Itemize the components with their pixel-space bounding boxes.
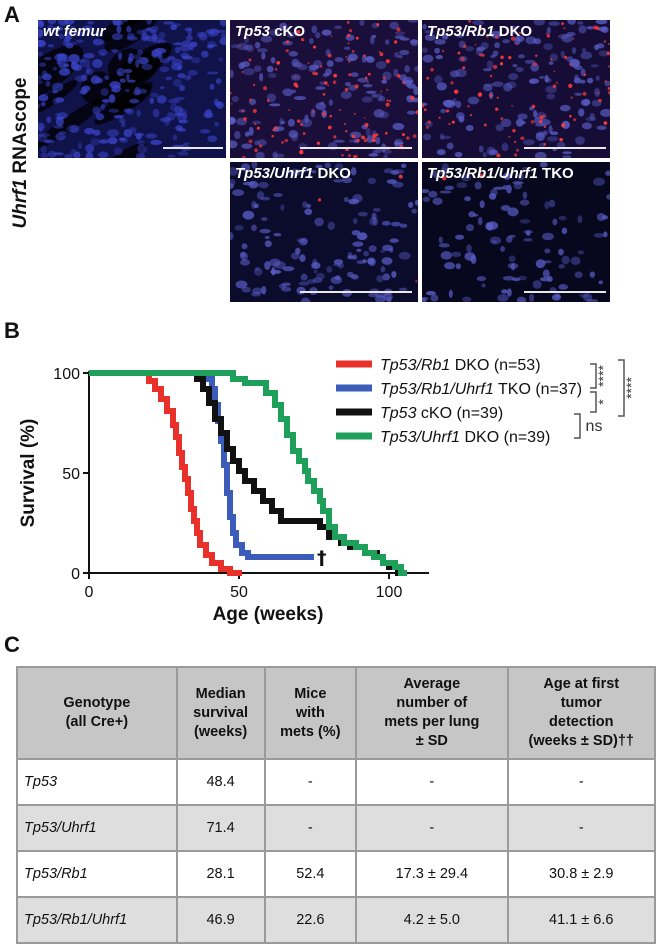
survival-curve-0 bbox=[89, 370, 242, 576]
scale-bar bbox=[524, 147, 606, 149]
table-cell: 71.4 bbox=[175, 804, 266, 852]
stat-bracket-tko-cko-label: * bbox=[595, 399, 611, 405]
table-cell: 46.9 bbox=[175, 896, 266, 944]
survival-curve-1 bbox=[89, 370, 314, 560]
table-cell: - bbox=[506, 804, 657, 852]
stat-bracket-cko-uhrf1 bbox=[574, 413, 581, 439]
table-row: Tp53/Rb1 28.1 52.4 17.3 ± 29.4 30.8 ± 2.… bbox=[16, 850, 657, 898]
table-cell: 30.8 ± 2.9 bbox=[506, 850, 657, 898]
micrograph-label: Tp53/Rb1 DKO bbox=[427, 23, 533, 40]
summary-table: Genotype (all Cre+) Median survival (weeks)… bbox=[16, 666, 657, 944]
stat-bracket-dko-tko bbox=[590, 363, 597, 389]
x-tick-label: 50 bbox=[230, 584, 248, 601]
stat-bracket-tko-cko bbox=[590, 391, 597, 413]
table-cell: - bbox=[355, 804, 509, 852]
legend-label: Tp53/Rb1/Uhrf1 TKO (n=37) bbox=[380, 381, 582, 398]
legend-label: Tp53 cKO (n=39) bbox=[380, 405, 503, 422]
micrograph-tp53-rb1-dko: Tp53/Rb1 DKO bbox=[422, 20, 610, 158]
table-cell: 4.2 ± 5.0 bbox=[355, 896, 509, 944]
survival-chart: 0 50 100 0 50 100 Age (weeks) Survival (%) † Tp53… bbox=[18, 357, 639, 625]
stat-bracket-dko-cko-label: **** bbox=[623, 377, 639, 399]
genotype-cell: Tp53 bbox=[16, 758, 178, 806]
scale-bar bbox=[300, 147, 412, 149]
scale-bar bbox=[524, 291, 606, 293]
y-axis-label: Survival (%) bbox=[18, 419, 39, 528]
table-cell: - bbox=[355, 758, 509, 806]
micrograph-label: Tp53 cKO bbox=[235, 23, 306, 40]
table-row: Tp53/Rb1/Uhrf1 46.9 22.6 4.2 ± 5.0 41.1 … bbox=[16, 896, 657, 944]
x-tick-label: 0 bbox=[85, 584, 94, 601]
table-cell: 52.4 bbox=[263, 850, 358, 898]
table-cell: 28.1 bbox=[175, 850, 266, 898]
axes bbox=[88, 371, 429, 574]
y-tick-label: 0 bbox=[71, 566, 80, 583]
micrograph-tp53-rb1-uhrf1-tko: Tp53/Rb1/Uhrf1 TKO bbox=[422, 162, 610, 302]
panel-a-label: A bbox=[4, 2, 20, 27]
header-average-mets: Average number of mets per lung ± SD bbox=[355, 666, 509, 760]
table-cell: 17.3 ± 29.4 bbox=[355, 850, 509, 898]
legend-label: Tp53/Uhrf1 DKO (n=39) bbox=[380, 429, 550, 446]
header-age-first-tumor: Age at first tumor detection (weeks ± SD)†† bbox=[506, 666, 657, 760]
genotype-cell: Tp53/Uhrf1 bbox=[16, 804, 178, 852]
micrograph-label: Tp53/Uhrf1 DKO bbox=[235, 165, 351, 182]
header-median-survival: Median survival (weeks) bbox=[175, 666, 266, 760]
table-row: Tp53 48.4 - - - bbox=[16, 758, 657, 806]
table-cell: 22.6 bbox=[263, 896, 358, 944]
table-cell: 41.1 ± 6.6 bbox=[506, 896, 657, 944]
table-cell: 48.4 bbox=[175, 758, 266, 806]
micrograph-wt-femur: wt femur bbox=[38, 20, 226, 158]
table-header-row: Genotype (all Cre+) Median survival (weeks)… bbox=[16, 666, 657, 760]
survival-curve-3 bbox=[89, 370, 407, 576]
stat-bracket-cko-uhrf1-label: ns bbox=[586, 418, 603, 435]
scale-bar bbox=[163, 147, 223, 149]
y-tick-label: 50 bbox=[62, 466, 80, 483]
micrograph-label: wt femur bbox=[43, 23, 106, 40]
micrograph-tp53-cko: Tp53 cKO bbox=[230, 20, 418, 158]
legend-label: Tp53/Rb1 DKO (n=53) bbox=[380, 357, 541, 374]
x-axis-label: Age (weeks) bbox=[213, 604, 324, 625]
y-tick-label: 100 bbox=[53, 366, 80, 383]
panel-c-label: C bbox=[4, 632, 20, 657]
table-cell: - bbox=[263, 804, 358, 852]
x-tick-label: 100 bbox=[376, 584, 403, 601]
stat-bracket-dko-tko-label: **** bbox=[595, 365, 611, 387]
panel-b-label: B bbox=[4, 318, 20, 343]
rnascope-side-label: Uhrf1 RNAscope bbox=[10, 77, 31, 229]
table-cell: - bbox=[263, 758, 358, 806]
micrograph-label: Tp53/Rb1/Uhrf1 TKO bbox=[427, 165, 574, 182]
header-mice-with-mets: Mice with mets (%) bbox=[263, 666, 358, 760]
table-row: Tp53/Uhrf1 71.4 - - - bbox=[16, 804, 657, 852]
stat-bracket-dko-cko bbox=[618, 359, 625, 417]
header-genotype: Genotype (all Cre+) bbox=[16, 666, 178, 760]
dagger-annotation: † bbox=[317, 547, 327, 569]
table-cell: - bbox=[506, 758, 657, 806]
micrograph-tp53-uhrf1-dko: Tp53/Uhrf1 DKO bbox=[230, 162, 418, 302]
genotype-cell: Tp53/Rb1 bbox=[16, 850, 178, 898]
genotype-cell: Tp53/Rb1/Uhrf1 bbox=[16, 896, 178, 944]
scale-bar bbox=[300, 291, 412, 293]
